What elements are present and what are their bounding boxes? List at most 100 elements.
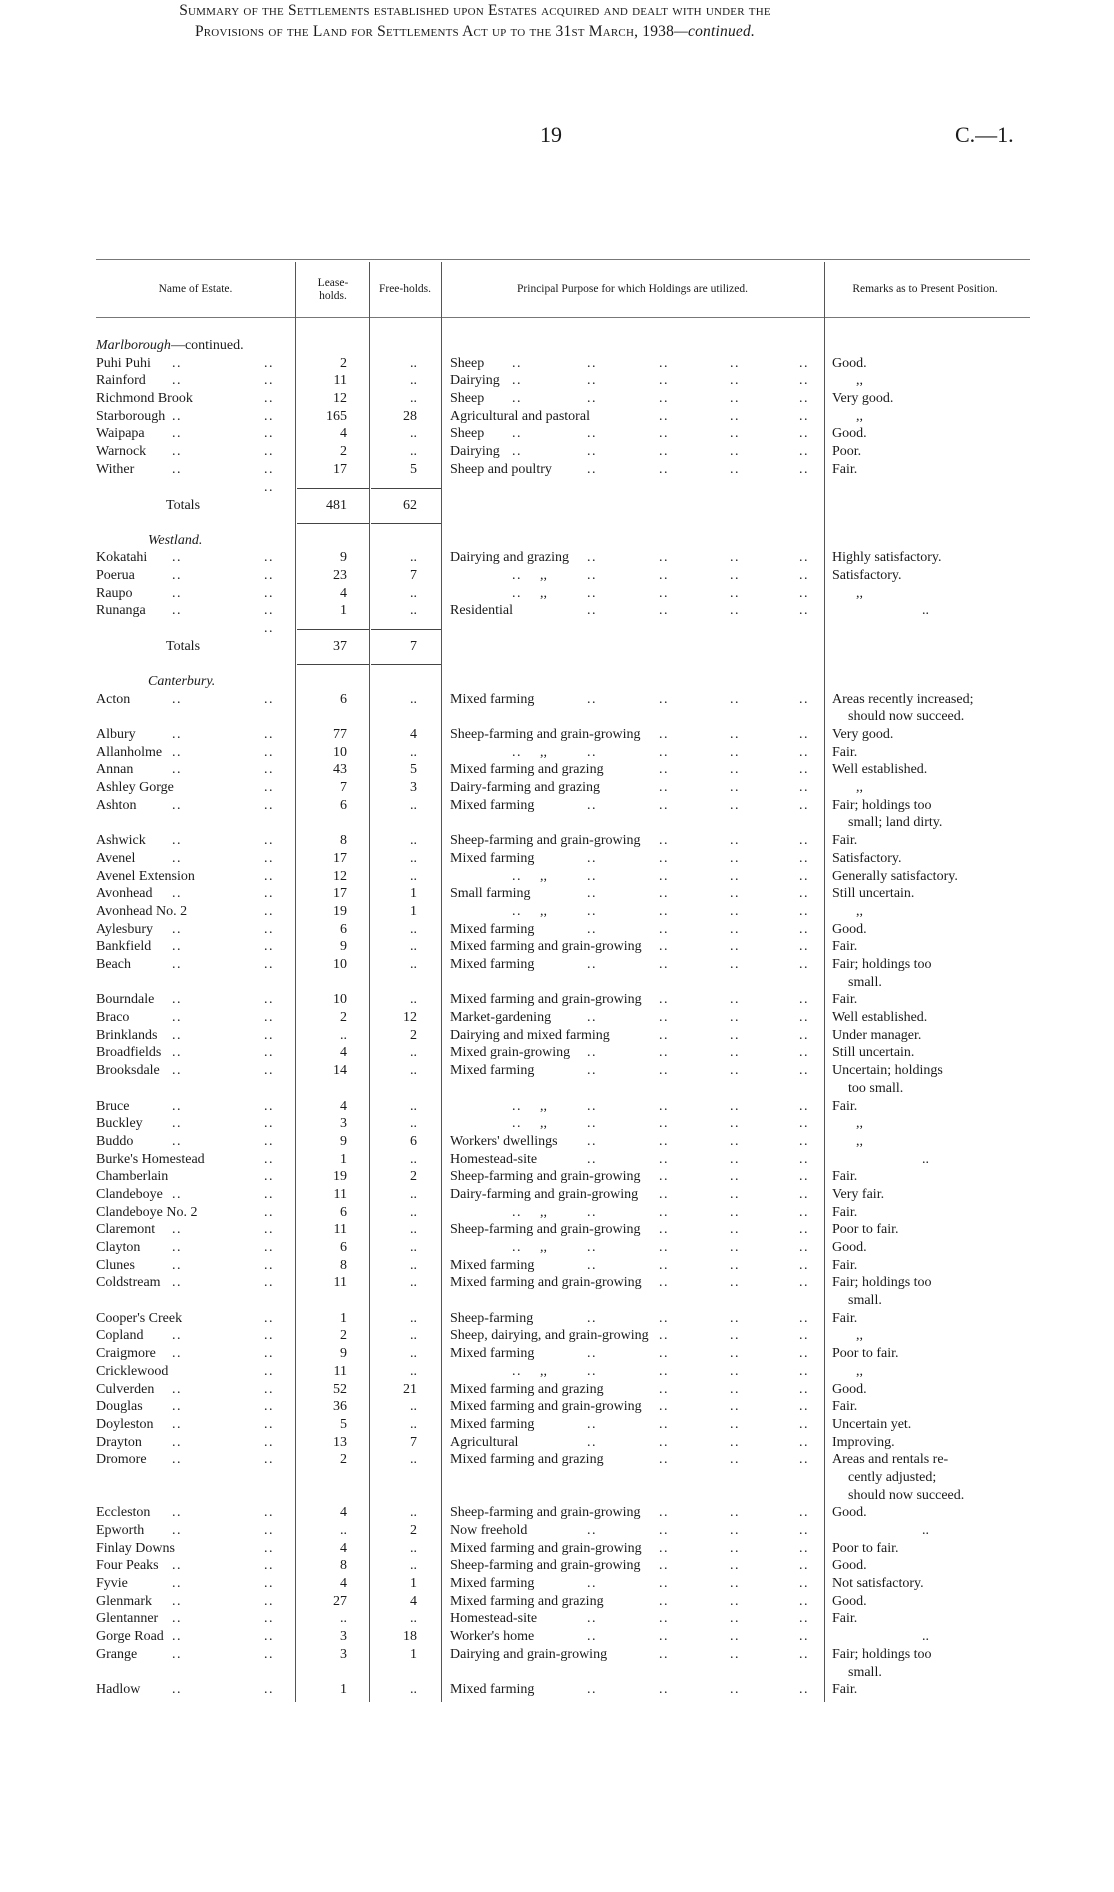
dot-leader: . .	[659, 1186, 667, 1202]
remarks-line: Satisfactory.	[832, 567, 902, 583]
freeholds-value: 18	[403, 1629, 417, 1645]
remarks-line: Very fair.	[832, 1186, 885, 1202]
dot-leader: . .	[730, 1416, 738, 1432]
table-row: Clayton 6..,, Good. . . . . . . . . . . . . . .	[0, 1239, 1114, 1257]
estate-name: Coldstream	[96, 1275, 161, 1291]
table-row: Clandeboye No. 2 6..,, Fair. . . . . . . . . . …	[0, 1204, 1114, 1222]
remarks: Good.	[832, 1504, 1027, 1522]
dot-leader: . .	[730, 1116, 738, 1132]
freeholds-value: 12	[403, 1010, 417, 1026]
dot-leader: . .	[512, 426, 520, 442]
dot-leader: . .	[799, 550, 807, 566]
dot-leader: . .	[264, 479, 272, 495]
principal-purpose: Mixed grain-growing	[450, 1045, 571, 1061]
freeholds-value: 4	[410, 727, 417, 743]
leaseholds-value: 9	[340, 1133, 347, 1149]
dot-leader: . .	[172, 1416, 180, 1432]
remarks: Fair.	[832, 1310, 1027, 1328]
freeholds-value: ..	[410, 691, 417, 707]
freeholds-value: ..	[410, 391, 417, 407]
freeholds-value: ..	[410, 1505, 417, 1521]
table-row: Bruce 4..,, Fair. . . . . . . . . . . . . . .	[0, 1098, 1114, 1116]
dot-leader: . .	[799, 1346, 807, 1362]
remarks-line: ,,	[856, 903, 863, 919]
dot-leader: . .	[730, 391, 738, 407]
dot-leader: . .	[799, 1275, 807, 1291]
dot-leader: . .	[659, 1310, 667, 1326]
freeholds-value: ..	[410, 585, 417, 601]
dot-leader: . .	[587, 1523, 595, 1539]
remarks: Fair.	[832, 1610, 1027, 1628]
dot-leader: . .	[172, 550, 180, 566]
remarks: Fair.	[832, 1204, 1027, 1222]
dot-leader: . .	[264, 1381, 272, 1397]
dot-leader: . .	[730, 903, 738, 919]
estate-name: Avenel	[96, 850, 136, 866]
table-row: Epworth.. 2 Now freehold.. . . . . . . . . . ..…	[0, 1522, 1114, 1540]
dot-leader: . .	[172, 1328, 180, 1344]
dot-leader: . .	[587, 1098, 595, 1114]
dot-leader: . .	[264, 1629, 272, 1645]
dot-leader: . .	[730, 833, 738, 849]
principal-purpose: Sheep and poultry	[450, 461, 552, 477]
dot-leader: . .	[587, 355, 595, 371]
principal-purpose: Mixed farming	[450, 1682, 535, 1698]
freeholds-value: ..	[410, 868, 417, 884]
estate-name: Brinklands	[96, 1027, 158, 1043]
dot-leader: . .	[799, 1416, 807, 1432]
dot-leader: . .	[730, 939, 738, 955]
dot-leader: . .	[172, 850, 180, 866]
dot-leader: . .	[730, 1363, 738, 1379]
principal-purpose: ,,	[540, 868, 547, 884]
dot-leader: . .	[730, 1310, 738, 1326]
dot-leader: . .	[659, 1116, 667, 1132]
dot-leader: . .	[799, 1646, 807, 1662]
freeholds-value: 7	[410, 567, 417, 583]
remarks: Poor to fair.	[832, 1540, 1027, 1558]
dot-leader: . .	[587, 797, 595, 813]
estate-name: Ashwick	[96, 833, 146, 849]
dot-leader: . .	[587, 1204, 595, 1220]
table-row: Hadlow 1.. Mixed farming Fair. . . . . . . . ..…	[0, 1681, 1114, 1699]
leaseholds-value: 2	[340, 1328, 347, 1344]
dot-leader: . .	[730, 1045, 738, 1061]
remarks-line: Good.	[832, 1240, 867, 1255]
remarks-line: too small.	[848, 1080, 904, 1096]
dot-leader: . .	[587, 956, 595, 972]
dot-leader: . .	[512, 1204, 520, 1220]
leaseholds-value: 8	[340, 1558, 347, 1574]
dot-leader: . .	[172, 461, 180, 477]
table-row: Doyleston 5.. Mixed farming Uncertain yet..…	[0, 1416, 1114, 1434]
leaseholds-value: 7	[340, 780, 347, 796]
estate-name: Acton	[96, 691, 131, 707]
dot-leader: . .	[264, 1240, 272, 1255]
remarks-line: Good.	[832, 1558, 867, 1574]
table-row: Braco 2 12 Market-gardening Well established…	[0, 1009, 1114, 1027]
remarks-line: ,,	[856, 780, 863, 796]
remarks-line: Good.	[832, 1505, 867, 1521]
dot-leader: . .	[587, 921, 595, 937]
dot-leader: . .	[799, 1558, 807, 1574]
dot-leader: . .	[264, 780, 272, 796]
dot-leader: . .	[172, 744, 180, 760]
dot-leader: . .	[799, 1045, 807, 1061]
dot-leader: . .	[730, 550, 738, 566]
estate-name: Epworth	[96, 1523, 145, 1539]
dot-leader: . .	[512, 444, 520, 460]
dot-leader: . .	[730, 1275, 738, 1291]
estate-name: Wither	[96, 461, 135, 477]
dot-leader: . .	[587, 1682, 595, 1698]
dot-leader: . .	[172, 603, 180, 619]
header-principal-purpose: Principal Purpose for which Holdings are…	[517, 283, 748, 295]
remarks-line: Fair.	[832, 1310, 858, 1326]
dot-leader: . .	[172, 1505, 180, 1521]
totals-label: Totals	[166, 638, 201, 654]
principal-purpose: ,,	[540, 903, 547, 919]
dot-leader: . .	[264, 1204, 272, 1220]
section-heading-text: Westland.	[148, 532, 202, 550]
estate-name: Glentanner	[96, 1611, 159, 1627]
remarks: Improving.	[832, 1434, 1027, 1452]
principal-purpose: Sheep	[450, 391, 485, 407]
table-row: Avenel 17.. Mixed farming Satisfactory. . ..…	[0, 850, 1114, 868]
remarks: Highly satisfactory.	[832, 549, 1027, 567]
